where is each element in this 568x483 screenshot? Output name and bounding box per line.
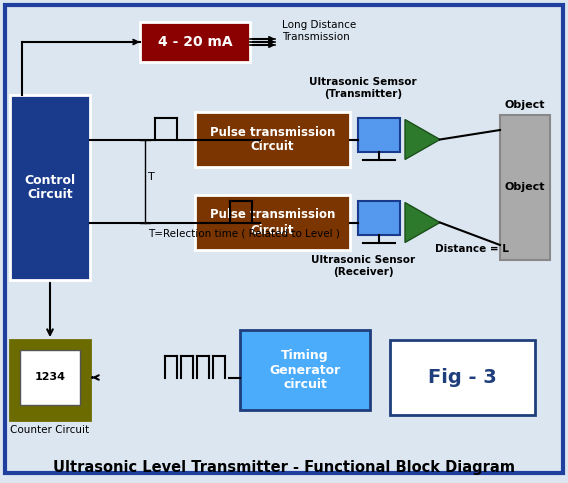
Text: Object: Object <box>505 100 545 110</box>
Text: Control
Circuit: Control Circuit <box>24 173 76 201</box>
Text: T=Relection time ( Related to Level ): T=Relection time ( Related to Level ) <box>148 228 340 239</box>
Bar <box>140 22 250 62</box>
Bar <box>500 115 550 260</box>
Text: Pulse transmission
Circuit: Pulse transmission Circuit <box>210 209 335 237</box>
Bar <box>10 95 90 280</box>
Polygon shape <box>405 202 440 242</box>
Text: 1234: 1234 <box>35 372 65 383</box>
Text: Fig - 3: Fig - 3 <box>428 368 497 387</box>
Text: 4 - 20 mA: 4 - 20 mA <box>158 35 232 49</box>
Text: Distance = L: Distance = L <box>435 244 509 255</box>
Text: Timing
Generator
circuit: Timing Generator circuit <box>269 349 341 392</box>
Bar <box>10 340 90 420</box>
Text: Ultrasonic Sensor
(Receiver): Ultrasonic Sensor (Receiver) <box>311 255 415 277</box>
Text: T: T <box>148 172 154 182</box>
Bar <box>240 330 370 410</box>
Text: Long Distance
Transmission: Long Distance Transmission <box>282 20 356 42</box>
Bar <box>195 112 350 167</box>
Text: Pulse transmission
Circuit: Pulse transmission Circuit <box>210 126 335 154</box>
Bar <box>358 117 400 152</box>
Text: Counter Circuit: Counter Circuit <box>10 425 89 435</box>
Bar <box>390 340 535 415</box>
Bar <box>195 195 350 250</box>
Text: Object: Object <box>505 183 545 193</box>
Polygon shape <box>405 119 440 159</box>
Bar <box>358 200 400 235</box>
Text: Ultrasonic Level Transmitter - Functional Block Diagram: Ultrasonic Level Transmitter - Functiona… <box>53 460 515 475</box>
Bar <box>20 350 80 405</box>
Text: Ultrasonic Semsor
(Transmitter): Ultrasonic Semsor (Transmitter) <box>309 77 417 99</box>
